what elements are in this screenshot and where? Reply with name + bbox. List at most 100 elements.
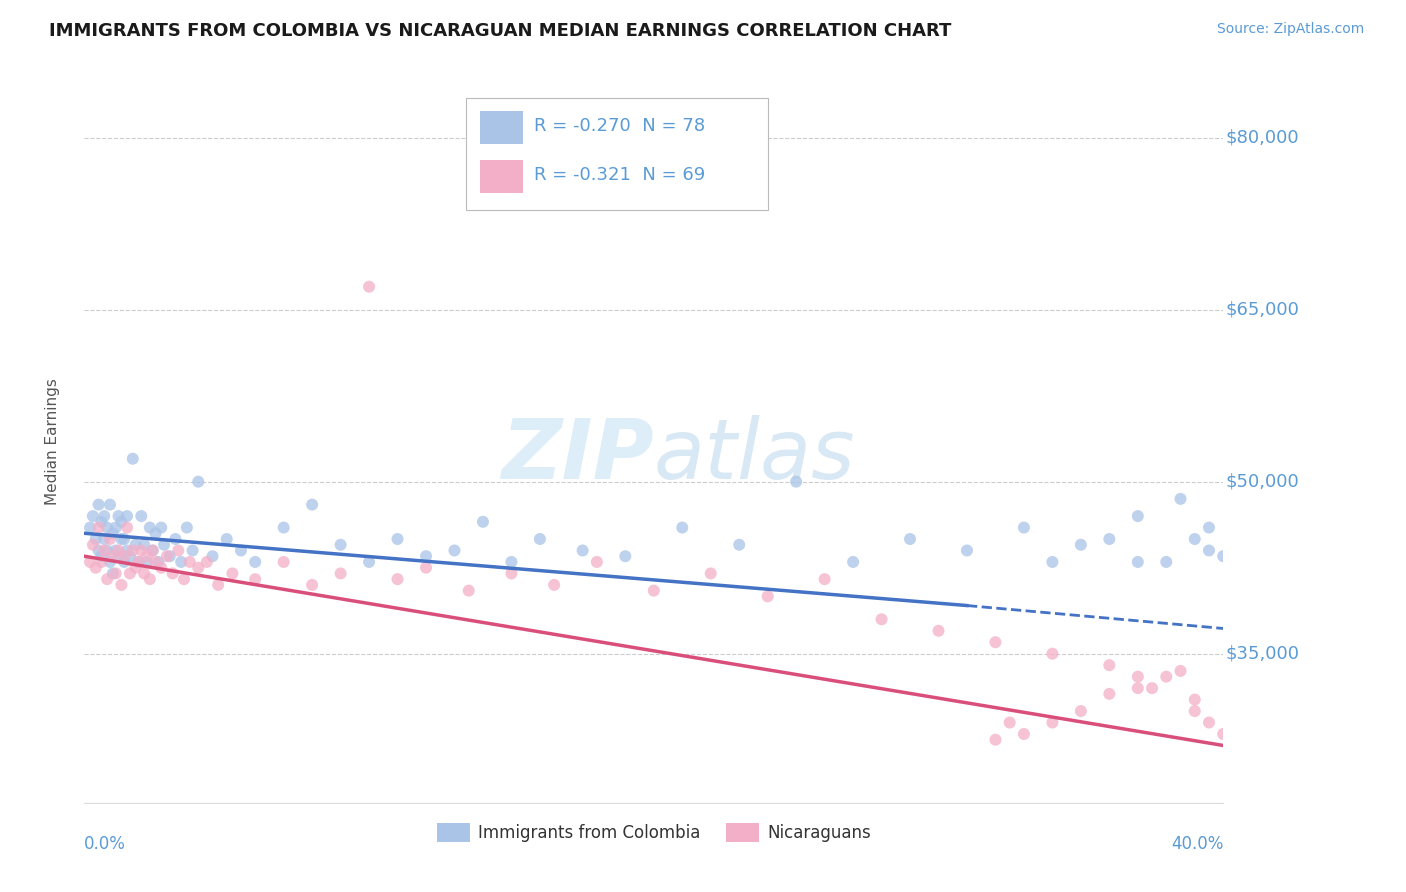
- Point: [153, 538, 176, 552]
- Point: [136, 555, 159, 569]
- Point: [1012, 727, 1035, 741]
- Point: [156, 549, 179, 564]
- Legend: Immigrants from Colombia, Nicaraguans: Immigrants from Colombia, Nicaraguans: [430, 816, 877, 848]
- Point: [127, 555, 149, 569]
- FancyBboxPatch shape: [479, 161, 523, 193]
- Point: [1098, 532, 1121, 546]
- Point: [115, 543, 138, 558]
- Point: [671, 520, 693, 534]
- Point: [529, 532, 551, 546]
- Point: [84, 560, 107, 574]
- Point: [273, 555, 295, 569]
- Point: [984, 732, 1007, 747]
- Text: $80,000: $80,000: [1226, 128, 1299, 146]
- Point: [586, 555, 609, 569]
- Point: [387, 572, 409, 586]
- Point: [457, 583, 479, 598]
- Text: Source: ZipAtlas.com: Source: ZipAtlas.com: [1216, 22, 1364, 37]
- Point: [814, 572, 837, 586]
- Point: [1184, 704, 1206, 718]
- Point: [301, 498, 323, 512]
- Point: [107, 509, 129, 524]
- Point: [150, 560, 173, 574]
- Point: [1156, 670, 1178, 684]
- Point: [187, 475, 209, 489]
- Point: [245, 555, 267, 569]
- Point: [112, 555, 135, 569]
- Point: [79, 520, 101, 534]
- Point: [139, 520, 162, 534]
- Point: [96, 572, 118, 586]
- Point: [1140, 681, 1163, 695]
- Point: [181, 543, 204, 558]
- Point: [98, 498, 121, 512]
- Point: [107, 543, 129, 558]
- Point: [150, 520, 173, 534]
- FancyBboxPatch shape: [465, 98, 768, 211]
- Point: [112, 549, 135, 564]
- Point: [359, 555, 381, 569]
- Point: [1070, 704, 1092, 718]
- Point: [1184, 692, 1206, 706]
- Point: [1126, 681, 1149, 695]
- Point: [415, 549, 437, 564]
- Point: [82, 509, 104, 524]
- Point: [359, 279, 381, 293]
- Point: [501, 566, 523, 581]
- Point: [167, 543, 190, 558]
- Point: [107, 549, 129, 564]
- Point: [134, 538, 156, 552]
- Point: [443, 543, 465, 558]
- Point: [928, 624, 950, 638]
- Point: [127, 555, 149, 569]
- Text: IMMIGRANTS FROM COLOMBIA VS NICARAGUAN MEDIAN EARNINGS CORRELATION CHART: IMMIGRANTS FROM COLOMBIA VS NICARAGUAN M…: [49, 22, 952, 40]
- Point: [134, 566, 156, 581]
- Point: [79, 555, 101, 569]
- Point: [195, 555, 218, 569]
- Point: [1156, 555, 1178, 569]
- Point: [229, 543, 252, 558]
- Point: [245, 572, 267, 586]
- Point: [756, 590, 779, 604]
- Point: [87, 498, 110, 512]
- Point: [221, 566, 243, 581]
- Point: [115, 509, 138, 524]
- Text: 40.0%: 40.0%: [1171, 835, 1223, 854]
- Point: [1198, 715, 1220, 730]
- Point: [1012, 520, 1035, 534]
- Point: [1126, 509, 1149, 524]
- Point: [1042, 555, 1064, 569]
- Point: [170, 555, 193, 569]
- Point: [162, 566, 184, 581]
- Point: [543, 578, 565, 592]
- Point: [87, 543, 110, 558]
- Point: [110, 532, 132, 546]
- Text: $35,000: $35,000: [1226, 645, 1299, 663]
- Point: [98, 532, 121, 546]
- Point: [187, 560, 209, 574]
- Point: [1212, 727, 1234, 741]
- Point: [329, 538, 352, 552]
- Point: [104, 543, 127, 558]
- Point: [984, 635, 1007, 649]
- Text: 0.0%: 0.0%: [84, 835, 127, 854]
- Text: Median Earnings: Median Earnings: [45, 378, 60, 505]
- Point: [472, 515, 495, 529]
- Point: [501, 555, 523, 569]
- Point: [118, 549, 141, 564]
- Point: [136, 549, 159, 564]
- Point: [329, 566, 352, 581]
- Text: atlas: atlas: [654, 416, 855, 497]
- Point: [82, 538, 104, 552]
- Point: [998, 715, 1021, 730]
- Point: [1042, 715, 1064, 730]
- Point: [1098, 658, 1121, 673]
- Point: [201, 549, 224, 564]
- Point: [1070, 538, 1092, 552]
- Point: [956, 543, 979, 558]
- Point: [1170, 491, 1192, 506]
- Point: [110, 515, 132, 529]
- Point: [139, 572, 162, 586]
- Point: [124, 560, 146, 574]
- Point: [90, 515, 112, 529]
